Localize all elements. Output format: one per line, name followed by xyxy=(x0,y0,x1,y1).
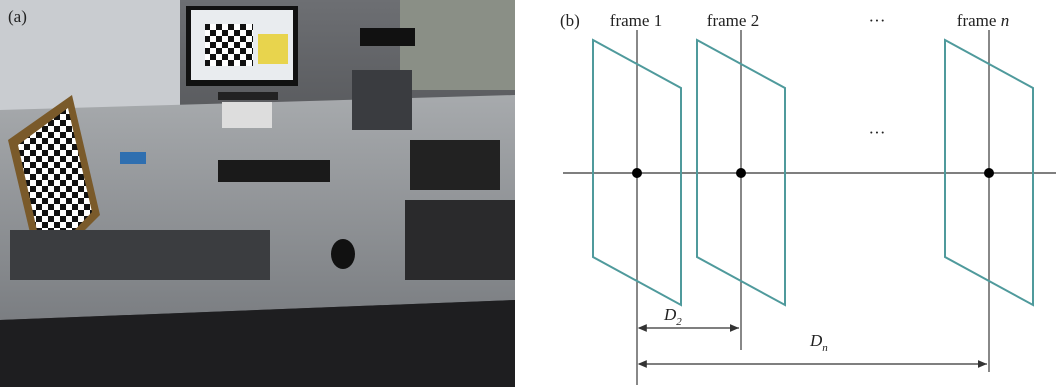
frame-name: frame xyxy=(707,11,747,30)
figure: (a) (b) frame 1 frame 2 frame n ··· ··· … xyxy=(0,0,1056,387)
distance-label: Dn xyxy=(809,331,828,354)
frame-label: frame 2 xyxy=(707,11,759,30)
frame-index: 1 xyxy=(654,11,663,30)
frame-name: frame xyxy=(957,11,997,30)
frame-index: n xyxy=(1001,11,1010,30)
frame-name: frame xyxy=(610,11,650,30)
center-point xyxy=(736,168,746,178)
distance-subscript: n xyxy=(822,342,828,354)
frame-label: frame n xyxy=(957,11,1009,30)
distance-symbol: D xyxy=(663,305,677,324)
distance-label: D2 xyxy=(663,305,682,328)
ellipsis: ··· xyxy=(869,123,886,142)
page: (a) (b) frame 1 frame 2 frame n ··· ··· … xyxy=(0,0,1056,387)
distance-symbol: D xyxy=(809,331,823,350)
ellipsis: ··· xyxy=(869,11,886,30)
center-point xyxy=(984,168,994,178)
distance-subscript: 2 xyxy=(676,316,682,328)
panel-label: (a) xyxy=(8,7,27,26)
center-point xyxy=(632,168,642,178)
photo xyxy=(0,0,515,387)
frame-label: frame 1 xyxy=(610,11,662,30)
panel-label: (b) xyxy=(560,11,580,30)
frame-index: 2 xyxy=(751,11,760,30)
